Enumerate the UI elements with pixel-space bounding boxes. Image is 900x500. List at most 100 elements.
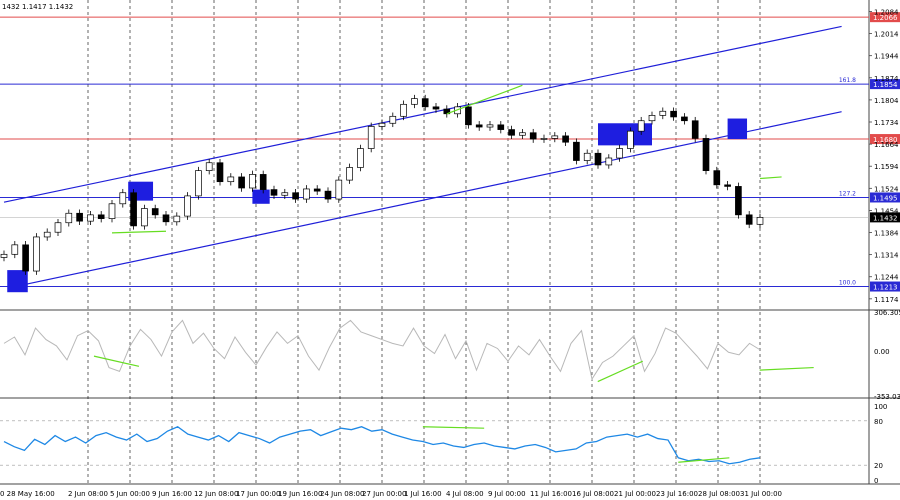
candle-body xyxy=(367,126,375,149)
candle-body xyxy=(713,170,721,186)
cci-axis-label: -353.035 xyxy=(874,393,900,401)
candle-body xyxy=(670,110,677,118)
candle-body xyxy=(659,110,667,116)
candle-body xyxy=(378,122,386,127)
candle-body xyxy=(313,188,321,192)
candle-body xyxy=(141,208,148,227)
candle-body xyxy=(97,214,105,219)
time-label: 5 Jun 00:00 xyxy=(110,490,150,498)
level-price-label: 1.1854 xyxy=(873,81,898,89)
cci-axis-label: 0.00 xyxy=(874,348,890,356)
candle-body xyxy=(529,132,537,140)
candle-body xyxy=(0,253,8,258)
candle-body xyxy=(346,167,353,181)
price-tick-label: 1.1664 xyxy=(874,141,899,149)
candle-body xyxy=(11,244,19,255)
candle-body xyxy=(335,179,343,200)
rsi-axis-label: 20 xyxy=(874,462,883,470)
level-price-label: 1.1213 xyxy=(873,284,898,292)
candle-body xyxy=(637,120,645,132)
price-tick-label: 1.1244 xyxy=(874,274,899,282)
candle-body xyxy=(33,236,40,272)
rsi-axis-label: 80 xyxy=(874,418,883,426)
candle-body xyxy=(270,189,278,196)
candle-body xyxy=(573,141,580,161)
price-tick-label: 1.1944 xyxy=(874,53,899,61)
channel-upper-line xyxy=(3,25,842,203)
candle-body xyxy=(173,215,181,223)
divergence-line xyxy=(446,84,523,115)
divergence-lines xyxy=(111,84,782,234)
horizontal-levels: 161.8 127.2 100.0 xyxy=(0,16,869,288)
rsi-divergence-line xyxy=(422,426,485,429)
ohlc-header: 1432 1.1417 1.1432 xyxy=(2,3,73,11)
fib-label: 127.2 xyxy=(839,190,856,197)
candle-body xyxy=(583,152,591,161)
time-label: 31 Jul 00:00 xyxy=(740,490,782,498)
highlight-boxes xyxy=(7,118,748,293)
candle-body xyxy=(22,244,29,272)
time-label: 24 Jun 08:00 xyxy=(320,490,364,498)
time-label: 16 Jul 08:00 xyxy=(572,490,614,498)
candle-body xyxy=(357,148,364,168)
candle-body xyxy=(324,190,332,200)
rsi-axis-label: 100 xyxy=(874,403,887,411)
candle-body xyxy=(508,129,515,136)
candle-body xyxy=(130,192,137,227)
candle-body xyxy=(162,214,170,223)
candle-body xyxy=(486,124,494,128)
candle-body xyxy=(76,212,83,222)
candle-body xyxy=(497,124,505,130)
time-label: 17 Jun 00:00 xyxy=(236,490,280,498)
candle-body xyxy=(400,103,407,117)
rsi-axis-label: 0 xyxy=(874,477,878,485)
candle-body xyxy=(389,115,397,124)
candle-body xyxy=(756,217,764,225)
time-label: 1 Jul 16:00 xyxy=(404,490,442,498)
candle-body xyxy=(465,106,472,126)
candle-body xyxy=(616,148,623,159)
time-label: 9 Jul 00:00 xyxy=(488,490,526,498)
trend-channel xyxy=(3,25,842,285)
price-tick-label: 1.1734 xyxy=(874,119,899,127)
price-axis: 1.2066 1.1854 1.1680 1.1495 1.1213 1.1432 1.20… xyxy=(869,8,900,304)
candle-body xyxy=(648,115,656,122)
level-price-tag xyxy=(870,192,900,203)
cci-panel: 306.3051 0.00 -353.035 xyxy=(3,309,900,401)
candle-body xyxy=(184,195,191,217)
candle-body xyxy=(281,192,289,196)
price-tick-label: 1.2014 xyxy=(874,31,899,39)
time-label: 19 Jun 16:00 xyxy=(278,490,322,498)
candle-body xyxy=(745,214,753,225)
price-tick-label: 1.2084 xyxy=(874,8,899,16)
candle-body xyxy=(205,162,213,171)
candle-body xyxy=(151,208,159,216)
candle-body xyxy=(87,214,94,222)
current-price-label: 1.1432 xyxy=(873,214,898,222)
fib-label: 100.0 xyxy=(839,280,856,287)
candle-body xyxy=(259,174,267,190)
candle-body xyxy=(594,152,602,166)
level-price-tag xyxy=(870,134,900,145)
candle-body xyxy=(724,184,731,187)
candle-body xyxy=(54,222,62,233)
candle-body xyxy=(421,98,429,108)
rsi-panel: 100 80 20 0 xyxy=(3,403,887,485)
highlight-box xyxy=(727,118,748,140)
level-price-tag xyxy=(870,281,900,292)
candle-body xyxy=(735,186,742,216)
highlight-box xyxy=(252,189,270,204)
price-tick-label: 1.1454 xyxy=(874,207,899,215)
candle-body xyxy=(108,203,116,219)
level-price-tag xyxy=(870,79,900,90)
level-price-tag xyxy=(870,12,900,23)
divergence-line xyxy=(759,176,782,180)
price-tick-label: 1.1384 xyxy=(874,230,899,238)
time-label: 4 Jul 08:00 xyxy=(446,490,484,498)
level-price-label: 1.2066 xyxy=(873,14,898,22)
level-price-label: 1.1495 xyxy=(873,194,898,202)
fib-label: 161.8 xyxy=(839,77,856,84)
time-label: 28 Jul 08:00 xyxy=(698,490,740,498)
candle-body xyxy=(227,176,235,183)
